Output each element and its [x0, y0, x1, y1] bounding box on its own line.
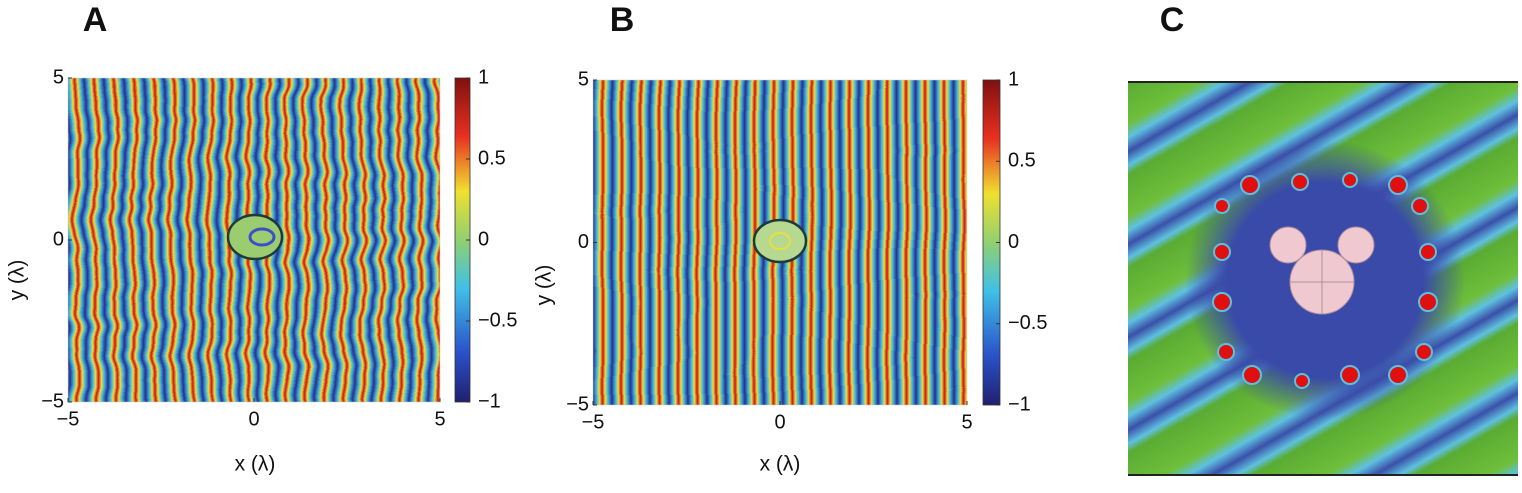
colorbar-tick-label: −1: [1008, 393, 1031, 415]
mickey-object: [1269, 226, 1375, 315]
scatterer: [226, 213, 284, 261]
x-axis-label: x (λ): [235, 453, 276, 476]
x-tick-label: 5: [434, 408, 445, 430]
colorbar-tick-label: 0: [478, 228, 489, 250]
scatterer-core: [769, 232, 791, 250]
y-tick-label: 5: [53, 66, 64, 88]
colorbar-tick-label: −0.5: [478, 309, 517, 331]
colorbar-tick-label: 1: [478, 66, 489, 88]
panel-label: C: [1160, 1, 1185, 39]
y-tick-label: 5: [578, 68, 589, 90]
x-tick-label: 5: [961, 411, 972, 433]
panel-label: A: [83, 1, 108, 39]
x-axis-label: x (λ): [760, 453, 801, 476]
colorbar-tick-label: 0: [1008, 231, 1019, 253]
y-axis-label: y (λ): [6, 260, 29, 301]
panel-label: B: [610, 1, 635, 39]
y-tick-label: −5: [41, 390, 64, 412]
colorbar-tick-label: 0.5: [1008, 150, 1036, 172]
colorbar-tick-label: 1: [1008, 68, 1019, 90]
scatterer-core: [248, 227, 276, 247]
colorbar-tick-label: −0.5: [1008, 312, 1047, 334]
scatterer: [752, 218, 808, 264]
y-tick-label: 0: [578, 231, 589, 253]
x-tick-label: −5: [582, 411, 605, 433]
colorbar-tick-label: 0.5: [478, 147, 506, 169]
x-tick-label: 0: [774, 411, 785, 433]
y-tick-label: 0: [53, 228, 64, 250]
colorbar-tick-label: −1: [478, 390, 501, 412]
x-tick-label: 0: [248, 408, 259, 430]
x-tick-label: −5: [57, 408, 80, 430]
resonators: [1212, 172, 1438, 389]
y-tick-label: −5: [566, 393, 589, 415]
y-axis-label: y (λ): [533, 265, 556, 306]
